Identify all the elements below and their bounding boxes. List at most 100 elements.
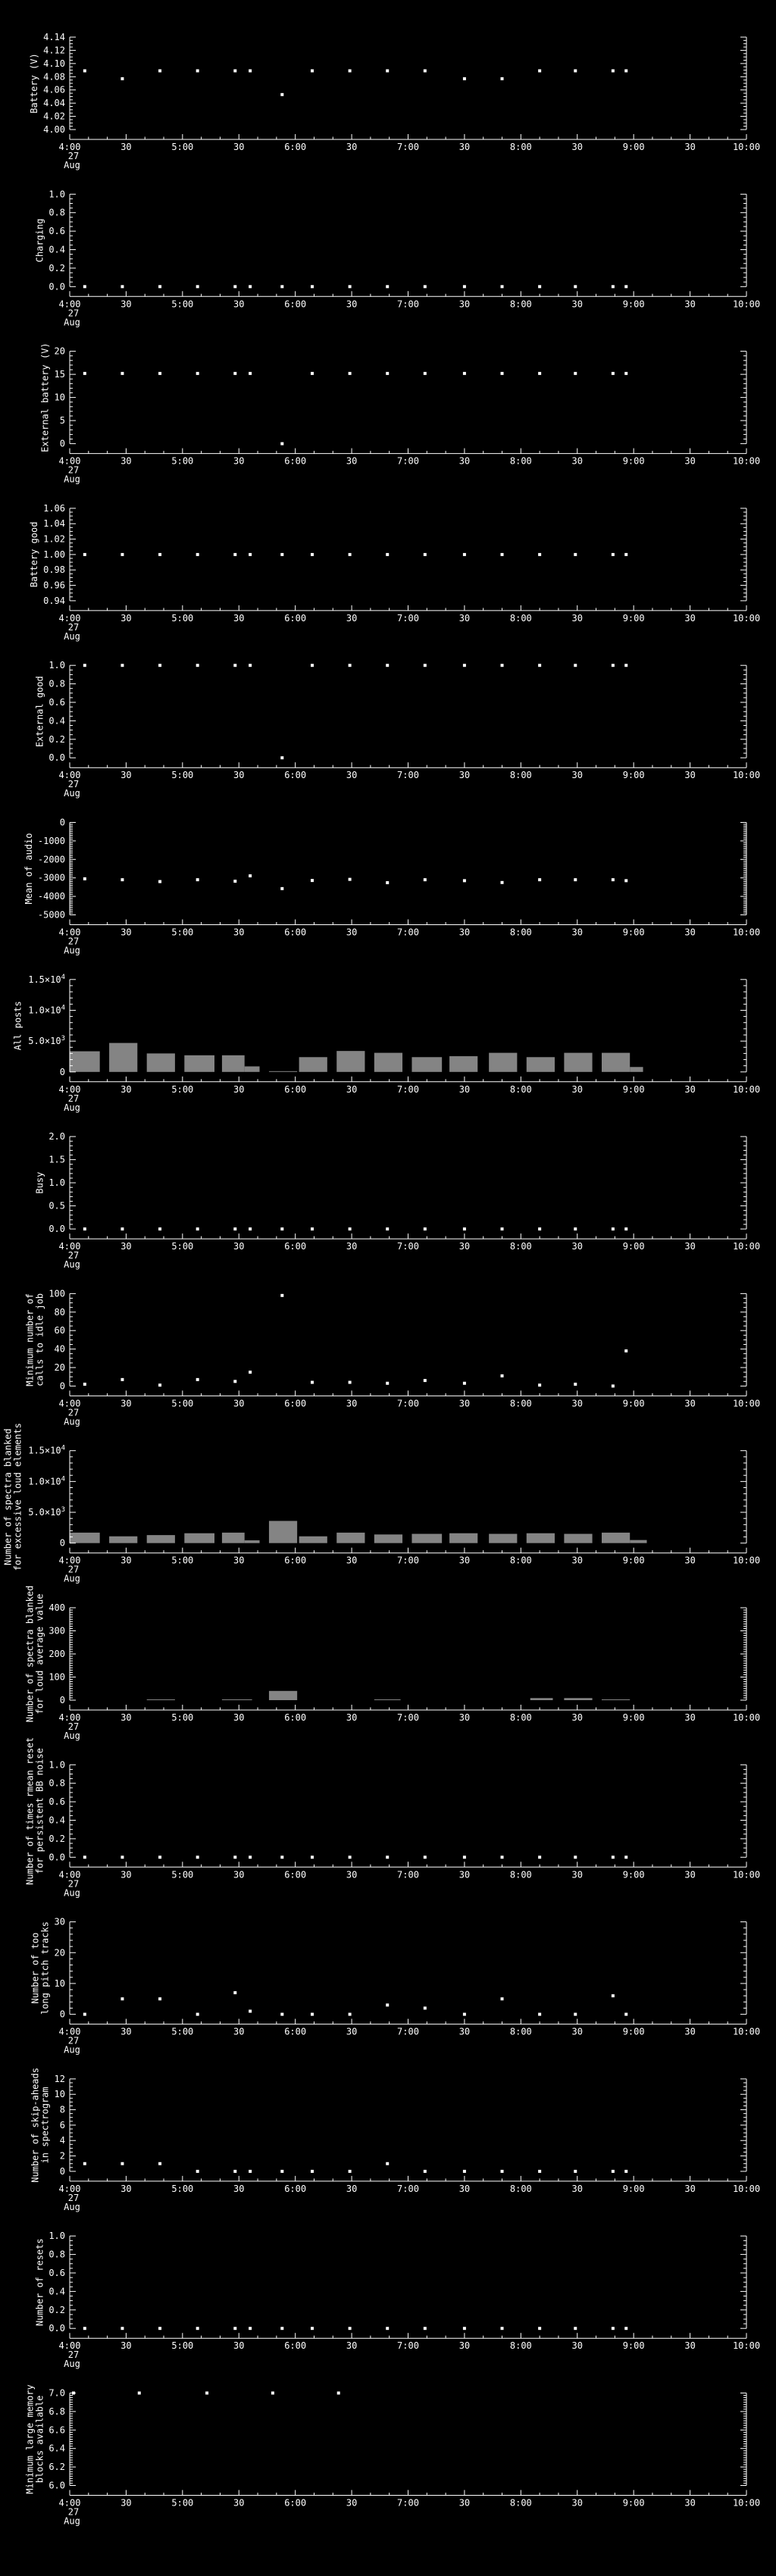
- bar-spectra-blanked-excessive-loud-elements: [221, 1532, 245, 1543]
- data-point: [310, 1380, 314, 1384]
- svg-text:10: 10: [55, 2089, 65, 2099]
- svg-text:8:00: 8:00: [510, 2184, 532, 2194]
- data-point: [280, 756, 284, 760]
- data-point: [574, 552, 577, 556]
- data-point: [233, 664, 237, 667]
- svg-text:30: 30: [459, 927, 470, 938]
- data-point: [196, 285, 199, 289]
- data-point: [500, 1227, 504, 1231]
- data-point: [83, 2327, 86, 2331]
- svg-text:8:00: 8:00: [510, 142, 532, 152]
- y-axis-title: for persistent BB noise: [34, 1748, 45, 1874]
- svg-text:200: 200: [48, 1649, 65, 1659]
- svg-text:-3000: -3000: [38, 873, 65, 883]
- data-point: [158, 371, 162, 375]
- svg-text:30: 30: [346, 1241, 357, 1252]
- svg-text:30: 30: [572, 456, 583, 467]
- svg-text:0.2: 0.2: [48, 2305, 65, 2315]
- svg-text:0: 0: [60, 1695, 65, 1705]
- data-point: [310, 69, 314, 73]
- svg-text:30: 30: [572, 2184, 583, 2194]
- data-point: [538, 2012, 542, 2016]
- data-point: [386, 285, 390, 289]
- svg-text:10: 10: [55, 392, 65, 403]
- svg-text:30: 30: [346, 1084, 357, 1095]
- data-point: [423, 69, 427, 73]
- bar-all-posts: [526, 1057, 555, 1072]
- svg-text:27: 27: [68, 2193, 79, 2203]
- svg-text:30: 30: [459, 2027, 470, 2037]
- data-point: [624, 879, 628, 883]
- svg-text:0.2: 0.2: [48, 1834, 65, 1844]
- svg-text:7:00: 7:00: [397, 1084, 419, 1095]
- y-axis-title: Minimum number of: [24, 1293, 35, 1386]
- svg-text:6:00: 6:00: [284, 2340, 306, 2351]
- data-point: [280, 442, 284, 445]
- svg-text:30: 30: [459, 770, 470, 780]
- svg-text:-2000: -2000: [38, 854, 65, 864]
- svg-text:30: 30: [120, 456, 131, 467]
- data-point: [423, 1379, 427, 1383]
- data-point: [538, 285, 542, 289]
- svg-text:30: 30: [684, 1398, 695, 1408]
- svg-text:30: 30: [346, 142, 357, 152]
- data-point: [310, 2169, 314, 2173]
- svg-text:30: 30: [572, 1241, 583, 1252]
- data-point: [83, 371, 86, 375]
- svg-text:4:00: 4:00: [59, 2027, 81, 2037]
- svg-text:7:00: 7:00: [397, 1241, 419, 1252]
- data-point: [233, 1227, 237, 1231]
- svg-text:Aug: Aug: [64, 474, 80, 485]
- svg-text:0.8: 0.8: [48, 1778, 65, 1789]
- data-point: [386, 664, 390, 667]
- data-point: [386, 1381, 390, 1385]
- data-point: [280, 92, 284, 96]
- svg-text:4.02: 4.02: [43, 111, 65, 122]
- svg-text:5:00: 5:00: [171, 927, 193, 938]
- svg-text:1.0: 1.0: [48, 2231, 65, 2241]
- y-axis-title: for excessive loud elements: [13, 1423, 23, 1571]
- data-point: [310, 2327, 314, 2331]
- svg-text:30: 30: [120, 2340, 131, 2351]
- svg-text:30: 30: [120, 1084, 131, 1095]
- svg-text:8:00: 8:00: [510, 2027, 532, 2037]
- data-point: [249, 552, 252, 556]
- svg-text:30: 30: [684, 2340, 695, 2351]
- svg-text:7:00: 7:00: [397, 2184, 419, 2194]
- svg-text:0: 0: [60, 2166, 65, 2177]
- data-point: [500, 552, 504, 556]
- data-point: [462, 1855, 466, 1859]
- svg-text:30: 30: [572, 2498, 583, 2509]
- data-point: [538, 552, 542, 556]
- svg-text:5:00: 5:00: [171, 456, 193, 467]
- data-point: [500, 285, 504, 289]
- data-point: [233, 880, 237, 883]
- data-point: [310, 1855, 314, 1859]
- svg-text:6:00: 6:00: [284, 1241, 306, 1252]
- data-point: [83, 552, 86, 556]
- data-point: [158, 69, 162, 73]
- bar-spectra-blanked-loud-average-value: [146, 1699, 175, 1700]
- data-point: [500, 1374, 504, 1377]
- data-point: [462, 552, 466, 556]
- data-point: [462, 2012, 466, 2016]
- data-point: [462, 1227, 466, 1231]
- svg-text:60: 60: [55, 1325, 65, 1336]
- data-point: [423, 878, 427, 882]
- bar-spectra-blanked-excessive-loud-elements: [601, 1532, 630, 1543]
- svg-text:9:00: 9:00: [623, 299, 645, 309]
- data-point: [249, 1227, 252, 1231]
- svg-text:30: 30: [346, 2340, 357, 2351]
- data-point: [462, 371, 466, 375]
- svg-text:6:00: 6:00: [284, 1712, 306, 1723]
- svg-text:30: 30: [572, 1084, 583, 1095]
- svg-text:4:00: 4:00: [59, 142, 81, 152]
- svg-text:0.2: 0.2: [48, 734, 65, 745]
- data-point: [423, 664, 427, 667]
- svg-text:6.8: 6.8: [48, 2406, 65, 2417]
- svg-text:6:00: 6:00: [284, 142, 306, 152]
- bar-all-posts: [374, 1052, 403, 1072]
- svg-text:30: 30: [346, 1869, 357, 1880]
- svg-text:30: 30: [684, 456, 695, 467]
